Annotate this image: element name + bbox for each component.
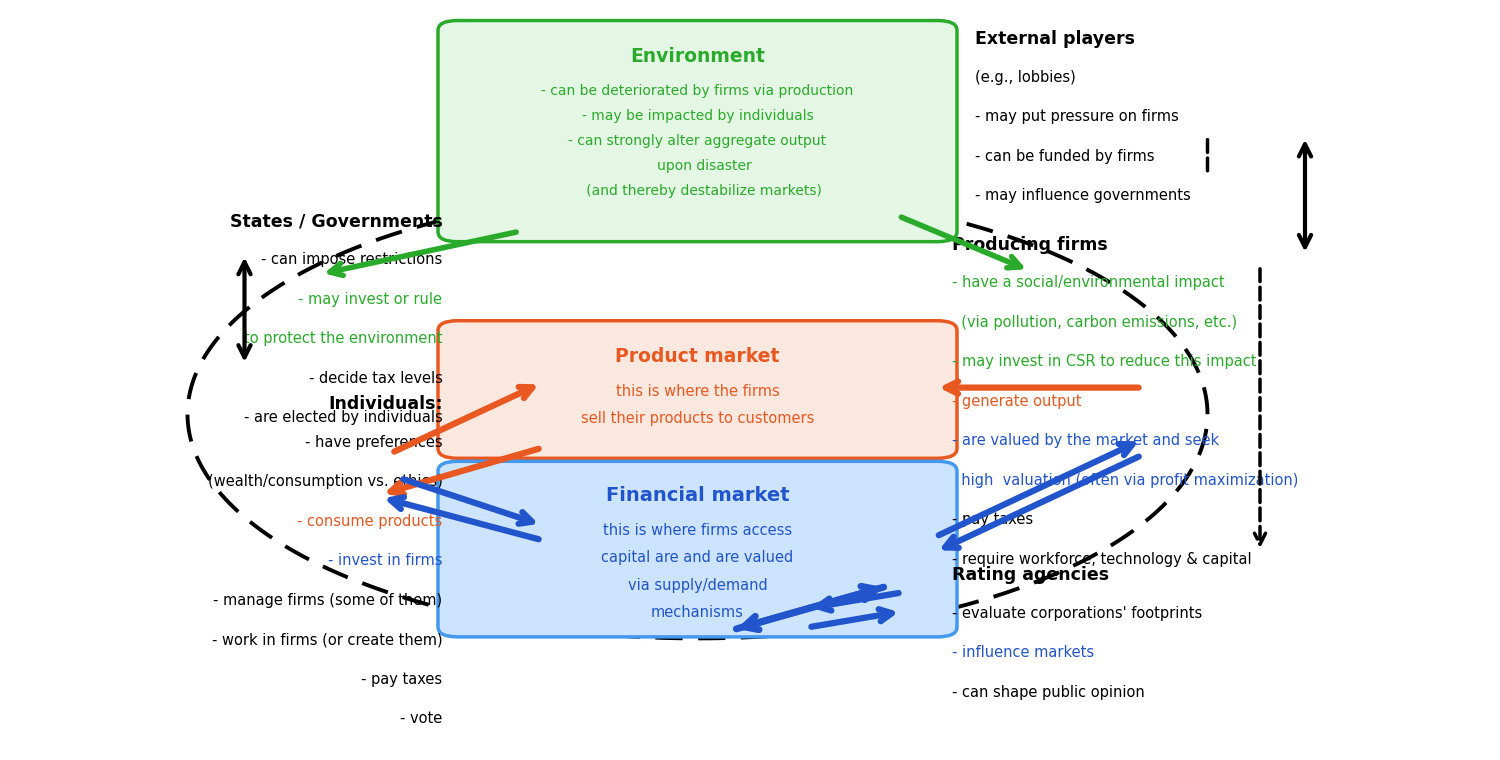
Text: - evaluate corporations' footprints: - evaluate corporations' footprints	[952, 606, 1203, 621]
Text: - manage firms (some of them): - manage firms (some of them)	[213, 593, 442, 608]
Text: - can strongly alter aggregate output: - can strongly alter aggregate output	[568, 134, 826, 147]
Text: Product market: Product market	[615, 347, 780, 366]
Text: (wealth/consumption vs. ethics): (wealth/consumption vs. ethics)	[207, 474, 442, 489]
Text: - influence markets: - influence markets	[952, 645, 1095, 660]
Text: via supply/demand: via supply/demand	[627, 578, 768, 593]
Text: Producing firms: Producing firms	[952, 236, 1108, 254]
Text: - pay taxes: - pay taxes	[362, 672, 442, 687]
Text: - can shape public opinion: - can shape public opinion	[952, 685, 1146, 700]
FancyBboxPatch shape	[438, 21, 957, 242]
Text: - may invest in CSR to reduce this impact: - may invest in CSR to reduce this impac…	[952, 354, 1257, 369]
Text: - may put pressure on firms: - may put pressure on firms	[975, 109, 1179, 125]
Text: - decide tax levels: - decide tax levels	[309, 371, 442, 386]
Text: - invest in firms: - invest in firms	[328, 553, 442, 568]
Text: - have preferences: - have preferences	[304, 435, 442, 450]
FancyBboxPatch shape	[438, 321, 957, 458]
Text: - have a social/environmental impact: - have a social/environmental impact	[952, 275, 1226, 290]
Text: - may be impacted by individuals: - may be impacted by individuals	[582, 109, 813, 122]
Text: - generate output: - generate output	[952, 394, 1082, 409]
Text: Individuals:: Individuals:	[328, 395, 442, 413]
Text: Financial market: Financial market	[606, 486, 789, 505]
Text: this is where firms access: this is where firms access	[603, 523, 792, 538]
Text: - may influence governments: - may influence governments	[975, 188, 1191, 204]
Text: - can be deteriorated by firms via production: - can be deteriorated by firms via produ…	[542, 84, 854, 97]
Text: - consume products: - consume products	[297, 514, 442, 529]
Text: to protect the environment: to protect the environment	[244, 331, 442, 347]
Text: Rating agencies: Rating agencies	[952, 566, 1110, 584]
Text: - are valued by the market and seek: - are valued by the market and seek	[952, 433, 1220, 448]
FancyBboxPatch shape	[438, 461, 957, 637]
Text: - may invest or rule: - may invest or rule	[298, 292, 442, 307]
Text: - require workforce, technology & capital: - require workforce, technology & capita…	[952, 552, 1252, 567]
Text: - are elected by individuals: - are elected by individuals	[243, 410, 442, 426]
Text: - work in firms (or create them): - work in firms (or create them)	[211, 632, 442, 648]
Text: sell their products to customers: sell their products to customers	[580, 411, 814, 426]
Text: States / Governments: States / Governments	[230, 213, 442, 231]
Text: mechanisms: mechanisms	[651, 605, 744, 620]
Text: (via pollution, carbon emissions, etc.): (via pollution, carbon emissions, etc.)	[952, 315, 1238, 330]
Text: high  valuation (often via profit maximization): high valuation (often via profit maximiz…	[952, 473, 1299, 488]
Text: External players: External players	[975, 30, 1136, 49]
Text: (e.g., lobbies): (e.g., lobbies)	[975, 70, 1076, 85]
Text: - can impose restrictions: - can impose restrictions	[261, 252, 442, 268]
Text: - can be funded by firms: - can be funded by firms	[975, 149, 1155, 164]
Text: - pay taxes: - pay taxes	[952, 512, 1034, 527]
Text: - vote: - vote	[400, 711, 442, 727]
Text: this is where the firms: this is where the firms	[615, 384, 780, 399]
Text: capital are and are valued: capital are and are valued	[602, 550, 794, 565]
Text: upon disaster: upon disaster	[644, 159, 752, 173]
Text: (and thereby destabilize markets): (and thereby destabilize markets)	[573, 184, 822, 198]
Text: Environment: Environment	[630, 47, 765, 66]
